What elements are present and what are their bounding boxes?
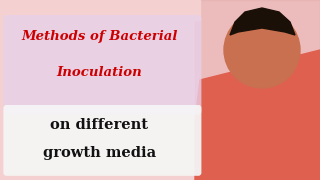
Text: Inoculation: Inoculation [56, 66, 142, 78]
Polygon shape [195, 50, 320, 180]
Text: growth media: growth media [43, 146, 156, 160]
Text: on different: on different [50, 118, 148, 132]
FancyBboxPatch shape [4, 105, 201, 176]
Bar [195, 0, 320, 180]
Bar [0, 0, 200, 20]
Text: Methods of Bacterial: Methods of Bacterial [21, 30, 177, 43]
Circle shape [224, 12, 300, 88]
Polygon shape [230, 8, 295, 35]
FancyBboxPatch shape [4, 15, 201, 115]
